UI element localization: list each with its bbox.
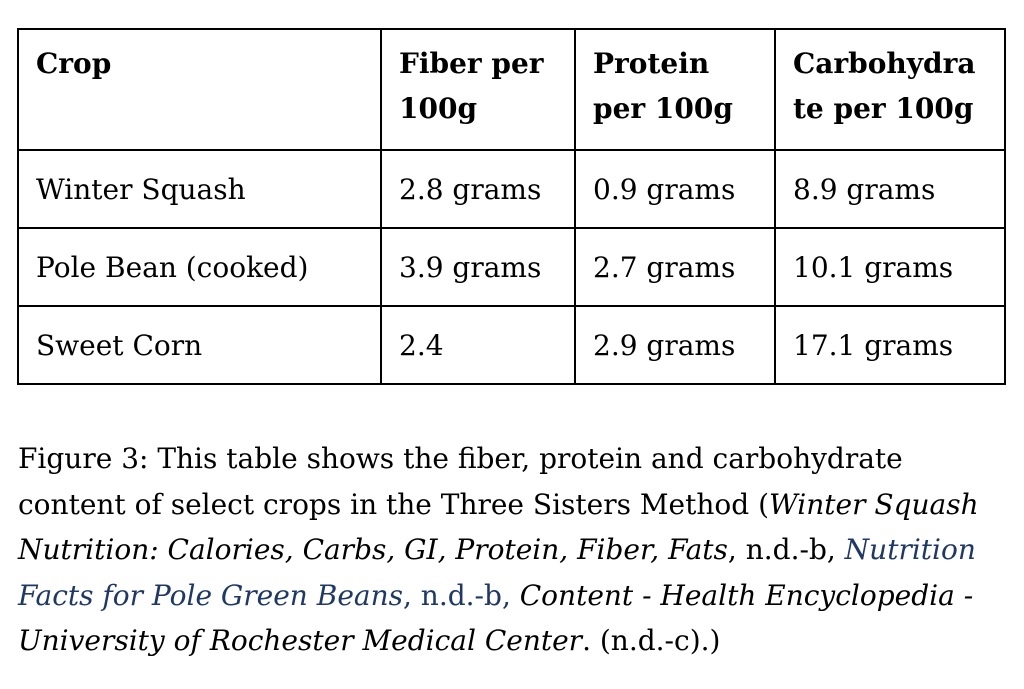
nutrition-table: Crop Fiber per 100g Protein per 100g Car… xyxy=(17,28,1006,385)
cell-carbohydrate: 10.1 grams xyxy=(774,227,1006,307)
citation-title-health-encyclopedia: Content - Health Encyclopedia - xyxy=(519,578,974,612)
cell-protein: 2.9 grams xyxy=(574,305,776,385)
caption-line-3: Nutrition: Calories, Carbs, GI, Protein,… xyxy=(18,527,1010,573)
caption-text: content of select crops in the Three Sis… xyxy=(18,487,770,521)
citation-title-health-encyclopedia: University of Rochester Medical Center xyxy=(18,624,583,657)
cell-crop: Pole Bean (cooked) xyxy=(17,227,382,307)
caption-line-4: Facts for Pole Green Beans, n.d.-b, Cont… xyxy=(18,573,1010,619)
header-line: te per 100g xyxy=(793,92,974,125)
cell-protein: 2.7 grams xyxy=(574,227,776,307)
header-line: per 100g xyxy=(593,92,733,125)
cell-fiber: 3.9 grams xyxy=(380,227,576,307)
cell-crop: Winter Squash xyxy=(17,149,382,229)
citation-title-winter-squash: Winter Squash xyxy=(769,487,979,521)
table-row-pole-bean: Pole Bean (cooked) 3.9 grams 2.7 grams 1… xyxy=(17,227,1006,307)
citation-title-winter-squash: Nutrition: Calories, Carbs, GI, Protein,… xyxy=(18,533,728,566)
table-row-sweet-corn: Sweet Corn 2.4 2.9 grams 17.1 grams xyxy=(17,305,1006,385)
table-header-row: Crop Fiber per 100g Protein per 100g Car… xyxy=(17,28,1006,151)
header-line: Fiber per xyxy=(399,47,544,80)
cell-protein: 0.9 grams xyxy=(574,149,776,229)
citation-link-date[interactable]: , n.d.-b, xyxy=(403,578,520,612)
cell-carbohydrate: 8.9 grams xyxy=(774,149,1006,229)
citation-link-nutrition-facts[interactable]: Nutrition xyxy=(844,533,976,566)
citation-link-nutrition-facts[interactable]: Facts for Pole Green Beans xyxy=(18,578,403,612)
column-header-crop: Crop xyxy=(17,28,382,151)
caption-line-1: Figure 3: This table shows the fiber, pr… xyxy=(18,436,1010,482)
figure-caption: Figure 3: This table shows the fiber, pr… xyxy=(18,436,1010,664)
column-header-protein: Protein per 100g xyxy=(574,28,776,151)
caption-text: Figure 3: This table shows the fiber, pr… xyxy=(18,442,903,475)
column-header-carbohydrate: Carbohydra te per 100g xyxy=(774,28,1006,151)
header-line: Crop xyxy=(36,47,112,80)
caption-line-2: content of select crops in the Three Sis… xyxy=(18,482,1010,528)
column-header-fiber: Fiber per 100g xyxy=(380,28,576,151)
cell-carbohydrate: 17.1 grams xyxy=(774,305,1006,385)
caption-line-5: University of Rochester Medical Center. … xyxy=(18,618,1010,664)
header-line: 100g xyxy=(399,92,478,125)
caption-text: , n.d.-b, xyxy=(727,533,845,566)
caption-text: . (n.d.-c).) xyxy=(582,624,721,657)
cell-fiber: 2.4 xyxy=(380,305,576,385)
header-line: Carbohydra xyxy=(793,47,976,80)
header-line: Protein xyxy=(593,47,710,80)
cell-fiber: 2.8 grams xyxy=(380,149,576,229)
table-row-winter-squash: Winter Squash 2.8 grams 0.9 grams 8.9 gr… xyxy=(17,149,1006,229)
cell-crop: Sweet Corn xyxy=(17,305,382,385)
